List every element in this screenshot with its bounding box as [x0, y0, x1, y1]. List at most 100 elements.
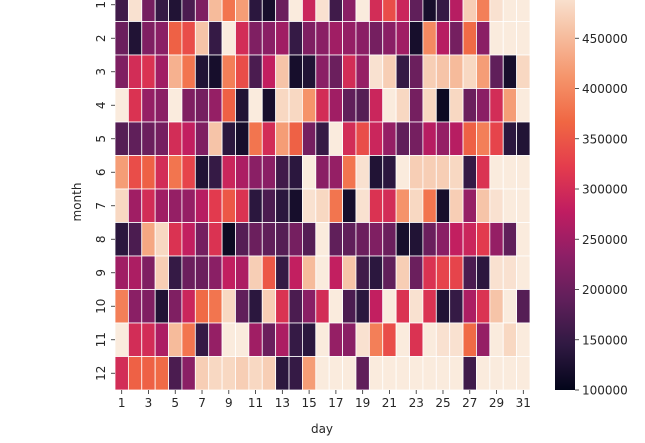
heatmap-cell: [476, 0, 491, 22]
heatmap-cell: [368, 289, 384, 324]
heatmap-cell: [502, 222, 518, 257]
heatmap-cell: [248, 289, 263, 324]
heatmap-cell: [235, 88, 250, 123]
x-tick-label: 29: [489, 396, 504, 410]
heatmap-cell: [235, 54, 250, 89]
heatmap-cell: [154, 222, 169, 257]
heatmap-cell: [502, 54, 518, 89]
heatmap-cell: [395, 121, 410, 156]
y-tick-label: 2: [94, 34, 108, 42]
heatmap-cell: [127, 188, 143, 223]
heatmap-cell: [141, 21, 156, 56]
heatmap-cell: [168, 255, 183, 290]
y-tick-label: 8: [94, 235, 108, 243]
x-tick-label: 3: [145, 396, 153, 410]
heatmap-cell: [235, 289, 250, 324]
heatmap-cell: [355, 322, 370, 357]
heatmap-cell: [168, 21, 183, 56]
heatmap-cell: [409, 21, 424, 56]
heatmap-cell: [395, 88, 410, 123]
x-tick-label: 1: [118, 396, 126, 410]
heatmap-cell: [261, 88, 277, 123]
heatmap-cell: [382, 356, 397, 391]
heatmap-cell: [462, 322, 477, 357]
heatmap-cell: [409, 0, 424, 22]
heatmap-cell: [194, 322, 210, 357]
heatmap-cell: [476, 155, 491, 190]
heatmap-cell: [449, 188, 464, 223]
heatmap-cell: [261, 222, 277, 257]
heatmap-cell: [221, 21, 236, 56]
y-tick-label: 9: [94, 269, 108, 277]
heatmap-cell: [476, 54, 491, 89]
heatmap-cell: [368, 88, 384, 123]
heatmap-cell: [248, 255, 263, 290]
heatmap-cell: [181, 255, 196, 290]
heatmap-cell: [449, 0, 464, 22]
heatmap-cell: [114, 356, 129, 391]
heatmap-cell: [382, 121, 397, 156]
heatmap-cell: [288, 322, 303, 357]
heatmap-cell: [288, 21, 303, 56]
heatmap-cell: [328, 188, 343, 223]
heatmap-cell: [114, 322, 129, 357]
heatmap-cell: [194, 356, 210, 391]
heatmap-cell: [328, 255, 343, 290]
heatmap-cell: [288, 88, 303, 123]
heatmap-cell: [261, 188, 277, 223]
heatmap-cell: [114, 188, 129, 223]
heatmap-cell: [502, 289, 518, 324]
heatmap-cell: [221, 322, 236, 357]
heatmap-cell: [435, 188, 451, 223]
heatmap-cell: [368, 255, 384, 290]
heatmap-cell: [355, 54, 370, 89]
heatmap-cell: [302, 222, 317, 257]
heatmap-cell: [462, 54, 477, 89]
heatmap-cell: [462, 155, 477, 190]
heatmap-cell: [395, 222, 410, 257]
heatmap-cell: [422, 155, 437, 190]
heatmap-cell: [302, 21, 317, 56]
heatmap-cell: [355, 222, 370, 257]
heatmap-cell: [288, 54, 303, 89]
colorbar-tick-label: 200000: [582, 283, 628, 297]
heatmap-cell: [275, 121, 290, 156]
heatmap-cell: [127, 356, 143, 391]
heatmap-cell: [302, 255, 317, 290]
heatmap-cell: [476, 188, 491, 223]
heatmap-cell: [302, 121, 317, 156]
heatmap-cell: [261, 289, 277, 324]
heatmap-cell: [315, 0, 330, 22]
heatmap-cell: [435, 121, 451, 156]
heatmap-cell: [235, 188, 250, 223]
heatmap-cell: [194, 0, 210, 22]
heatmap-cell: [355, 289, 370, 324]
heatmap-cell: [248, 121, 263, 156]
heatmap-cell: [516, 255, 531, 290]
y-tick-label: 1: [94, 1, 108, 9]
x-tick-label: 9: [225, 396, 233, 410]
heatmap-cell: [449, 356, 464, 391]
colorbar-tick-label: 250000: [582, 233, 628, 247]
heatmap-cell: [302, 88, 317, 123]
heatmap-cell: [194, 88, 210, 123]
heatmap-cell: [489, 54, 504, 89]
heatmap-cell: [302, 322, 317, 357]
heatmap-cell: [248, 356, 263, 391]
heatmap-cell: [114, 155, 129, 190]
heatmap-cell: [435, 21, 451, 56]
heatmap-cell: [462, 255, 477, 290]
heatmap-cell: [168, 121, 183, 156]
heatmap-cell: [181, 322, 196, 357]
heatmap-cell: [502, 155, 518, 190]
heatmap-cell: [342, 188, 357, 223]
heatmap-cell: [194, 255, 210, 290]
heatmap-cell: [181, 121, 196, 156]
heatmap-cell: [315, 289, 330, 324]
heatmap-cell: [489, 155, 504, 190]
heatmap-cell: [141, 88, 156, 123]
heatmap-cell: [154, 121, 169, 156]
heatmap-cell: [328, 21, 343, 56]
heatmap-cell: [516, 322, 531, 357]
heatmap-cell: [489, 21, 504, 56]
